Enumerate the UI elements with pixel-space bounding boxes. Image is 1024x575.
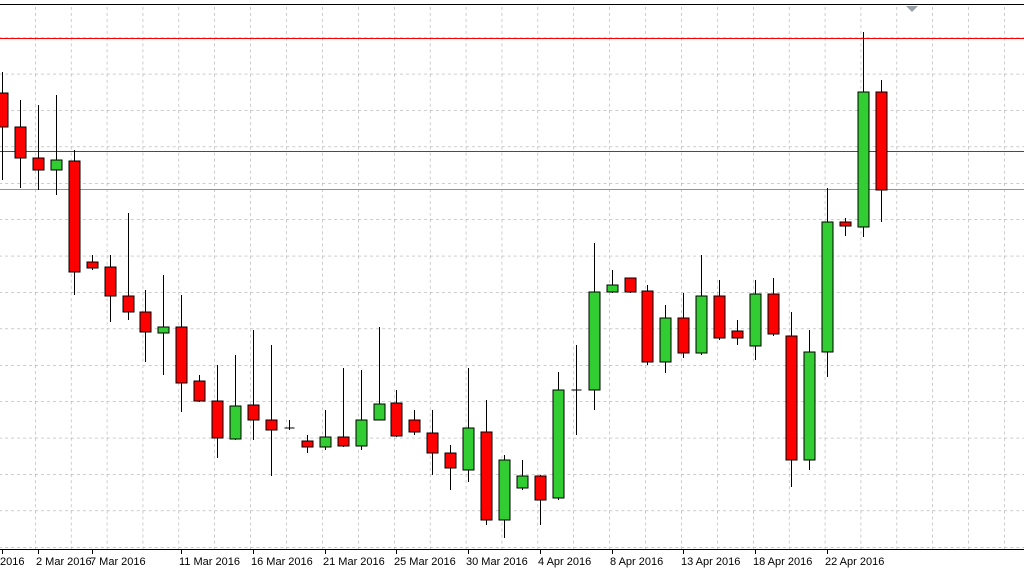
x-tick-label: 11 Mar 2016 [179, 556, 240, 568]
candle-body [426, 432, 439, 454]
candle-body [211, 400, 224, 439]
candle-body [355, 419, 368, 447]
candle-body [552, 389, 565, 499]
x-tick-label: 16 Mar 2016 [251, 556, 313, 568]
candle-body [337, 436, 350, 447]
candle-body [68, 160, 81, 273]
x-tick-label: 2 Mar 2016 [36, 556, 92, 568]
x-tick-label: 25 Mar 2016 [394, 556, 456, 568]
candle-body [139, 311, 152, 333]
candle-body [588, 291, 601, 391]
x-tick-label: 8 Apr 2016 [610, 556, 663, 568]
candle-body [606, 284, 619, 293]
candle-body [444, 452, 457, 469]
candle-body [301, 440, 314, 448]
grid [0, 5, 1024, 549]
candle-body [695, 295, 708, 354]
candle-body [175, 326, 188, 384]
candle-body [0, 92, 9, 128]
x-tick-label: 13 Apr 2016 [681, 556, 740, 568]
candle-body [408, 419, 421, 433]
candle-body [516, 475, 529, 489]
candle-body [50, 159, 63, 171]
candle-body [677, 317, 690, 354]
x-tick-label: 4 Apr 2016 [538, 556, 591, 568]
candle-body [319, 436, 332, 448]
candle-body [875, 91, 888, 191]
shift-marker [906, 6, 918, 12]
candle-body [462, 427, 475, 471]
candle-body [32, 157, 45, 171]
candle-body [839, 221, 852, 227]
candle-body [122, 295, 135, 313]
candle-body [390, 402, 403, 437]
candle-body [157, 326, 170, 334]
candle-body [534, 475, 547, 501]
candle-body [749, 293, 762, 347]
candle-body [731, 330, 744, 339]
candle-body [229, 405, 242, 440]
x-tick-label: 22 Apr 2016 [825, 556, 884, 568]
candle-body [857, 91, 870, 228]
candle-body [785, 335, 798, 461]
candle-body [641, 290, 654, 363]
candle-body [247, 404, 260, 421]
candle-body [193, 380, 206, 402]
candle-body [624, 277, 637, 293]
candle-body [803, 351, 816, 461]
candle-body [498, 459, 511, 521]
candle-body [480, 431, 493, 521]
candle-body [265, 419, 278, 431]
candle-body [104, 266, 117, 297]
x-tick-label: 18 Apr 2016 [753, 556, 812, 568]
candle-body [86, 261, 99, 269]
x-tick-label: 30 Mar 2016 [466, 556, 528, 568]
candle-body [821, 221, 834, 353]
candle-body [659, 317, 672, 363]
candle-body [373, 403, 386, 421]
candle-body [14, 126, 27, 159]
candle-body [767, 293, 780, 335]
x-tick-label: 21 Mar 2016 [323, 556, 385, 568]
x-tick-label: 7 Mar 2016 [90, 556, 146, 568]
x-tick-label: 2016 [0, 556, 24, 568]
candle-body [713, 295, 726, 339]
